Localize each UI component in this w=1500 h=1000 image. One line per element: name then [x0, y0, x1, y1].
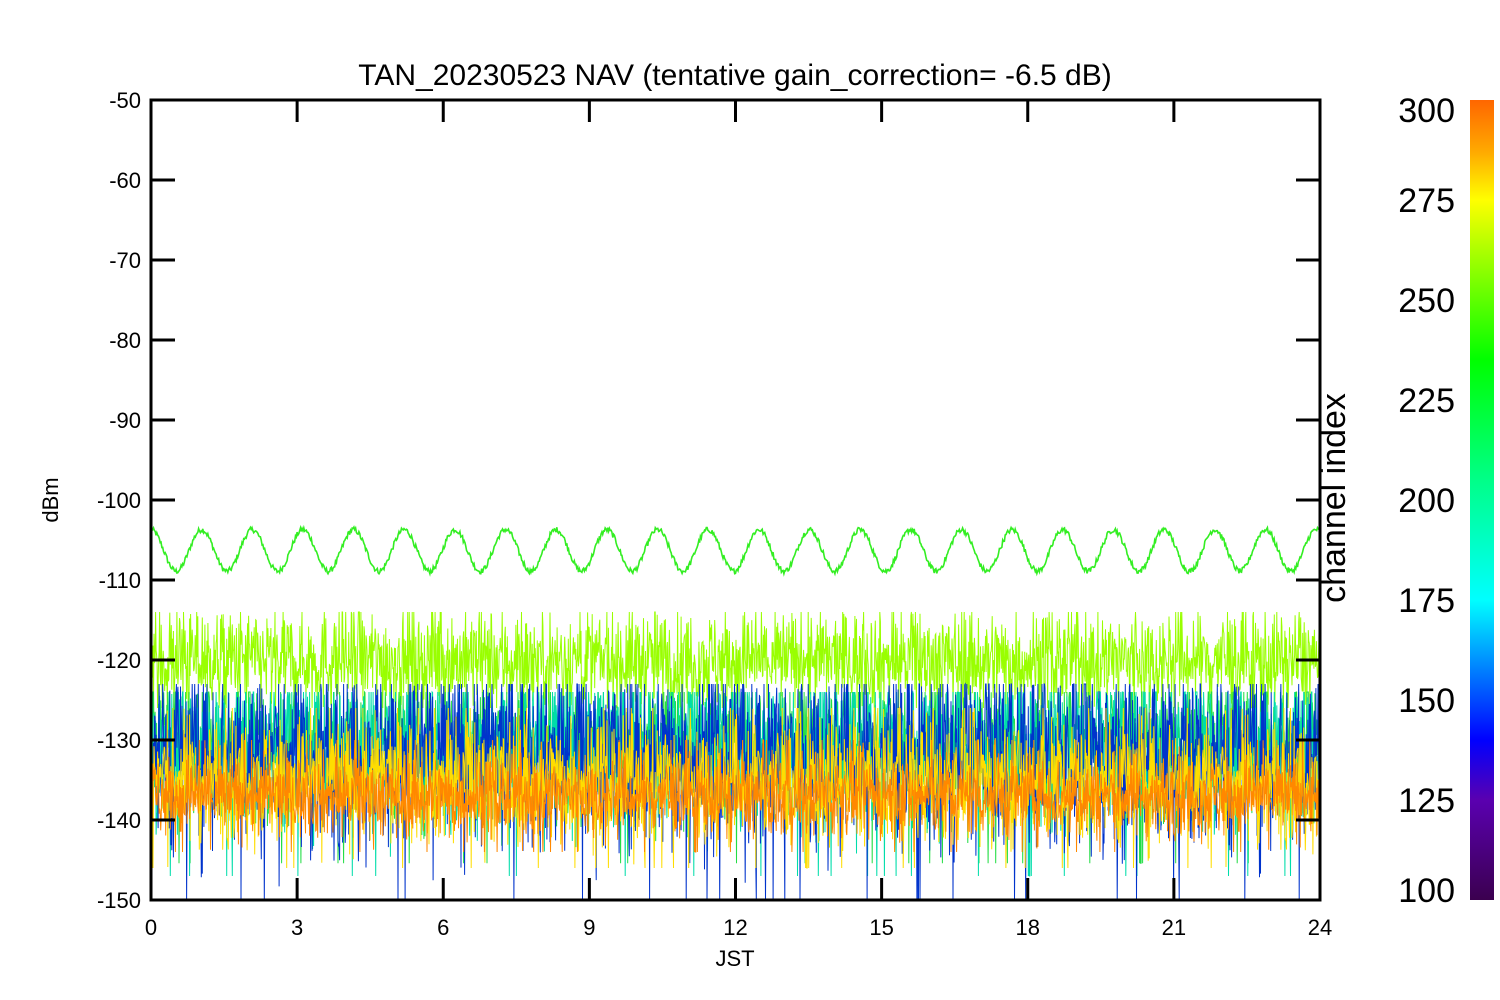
- chart-title: TAN_20230523 NAV (tentative gain_correct…: [358, 59, 1112, 92]
- x-tick-label: 18: [1016, 915, 1040, 940]
- series-line-ch275: [151, 706, 1320, 869]
- series-line-ch295: [151, 739, 1320, 853]
- x-tick-label: 24: [1308, 915, 1332, 940]
- colorbar-label: channel index: [1315, 393, 1353, 603]
- colorbar-tick-label: 200: [1398, 482, 1455, 520]
- colorbar-tick-label: 150: [1398, 682, 1455, 720]
- colorbar-tick-label: 125: [1398, 782, 1455, 820]
- y-axis: -50 -60 -70 -80 -90 -100 -110 -120 -130 -140 -150: [97, 88, 1320, 913]
- colorbar: [1470, 100, 1494, 900]
- y-tick-label: -140: [97, 808, 141, 833]
- series-layer: [151, 524, 1320, 900]
- x-axis: 0 3 6 9 12 15 18 21 24: [145, 100, 1332, 940]
- y-tick-label: -120: [97, 648, 141, 673]
- y-tick-label: -130: [97, 728, 141, 753]
- series-line-ch262: [151, 611, 1320, 709]
- y-tick-label: -70: [109, 248, 141, 273]
- x-tick-label: 0: [145, 915, 157, 940]
- y-tick-label: -50: [109, 88, 141, 113]
- colorbar-tick-label: 250: [1398, 282, 1455, 320]
- colorbar-tick-label: 175: [1398, 582, 1455, 620]
- colorbar-tick-label: 100: [1398, 872, 1455, 910]
- y-tick-label: -90: [109, 408, 141, 433]
- y-tick-label: -80: [109, 328, 141, 353]
- colorbar-ticks: 100 125 150 175 200 225 250 275 300: [1398, 92, 1455, 910]
- x-tick-label: 9: [583, 915, 595, 940]
- y-tick-label: -60: [109, 168, 141, 193]
- series-line-ch240: [151, 524, 1320, 577]
- colorbar-tick-label: 275: [1398, 182, 1455, 220]
- x-tick-label: 15: [869, 915, 893, 940]
- y-tick-label: -100: [97, 488, 141, 513]
- x-tick-label: 12: [723, 915, 747, 940]
- y-axis-label: dBm: [38, 477, 63, 522]
- x-axis-label: JST: [715, 946, 754, 971]
- y-tick-label: -110: [99, 568, 141, 593]
- colorbar-tick-label: 300: [1398, 92, 1455, 130]
- x-tick-label: 21: [1162, 915, 1186, 940]
- y-tick-label: -150: [97, 888, 141, 913]
- x-tick-label: 3: [291, 915, 303, 940]
- x-tick-label: 6: [437, 915, 449, 940]
- colorbar-tick-label: 225: [1398, 382, 1455, 420]
